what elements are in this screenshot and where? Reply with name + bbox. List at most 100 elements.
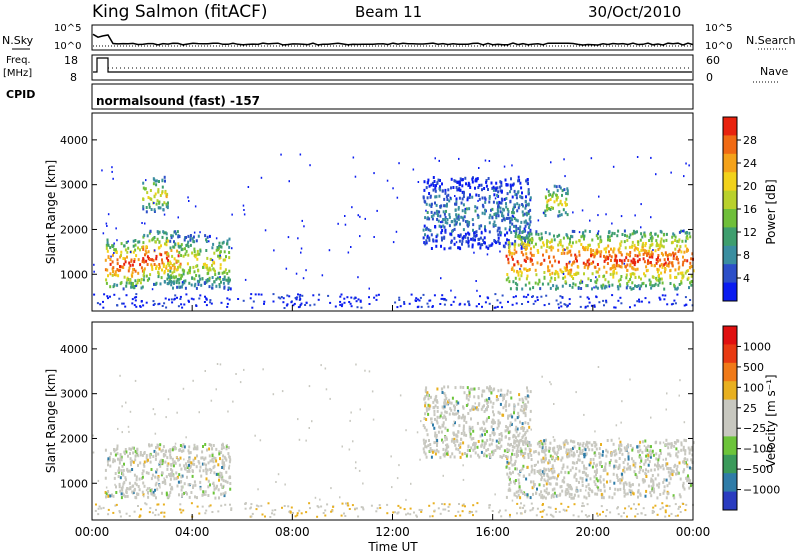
echo-cell [515, 452, 518, 456]
echo-cell [676, 244, 679, 248]
echo-cell [664, 443, 667, 447]
echo-cell [605, 250, 607, 254]
echo-cell [151, 258, 154, 262]
echo-cell [463, 418, 466, 422]
echo-cell [623, 262, 626, 265]
echo-cell [164, 179, 166, 183]
echo-cell [455, 434, 458, 438]
echo-cell [199, 294, 202, 297]
echo-cell [104, 448, 107, 452]
echo-cell [218, 285, 221, 289]
echo-cell [107, 297, 109, 300]
echo-cell [625, 252, 628, 256]
echo-cell [171, 471, 174, 475]
echo-cell [217, 463, 220, 467]
echo-cell [523, 220, 526, 224]
echo-cell [115, 273, 118, 277]
echo-cell [207, 479, 210, 483]
echo-cell [485, 245, 488, 249]
echo-cell [566, 488, 569, 492]
echo-cell [347, 251, 350, 254]
echo-cell [607, 238, 609, 242]
echo-cell [483, 389, 486, 393]
echo-cell [357, 276, 359, 279]
echo-cell [497, 410, 500, 414]
echo-cell [425, 202, 428, 206]
xtick-label: 12:00 [375, 525, 410, 539]
echo-cell [469, 408, 472, 412]
echo-cell [652, 453, 655, 457]
echo-cell [565, 509, 568, 512]
echo-cell [569, 240, 571, 244]
echo-cell [691, 453, 694, 457]
echo-cell [182, 387, 185, 390]
echo-cell [450, 303, 453, 306]
echo-cell [594, 444, 597, 448]
echo-cell [104, 476, 107, 480]
echo-cell [495, 439, 498, 443]
echo-cell [468, 389, 471, 393]
echo-cell [672, 257, 675, 260]
echo-cell [675, 275, 678, 279]
echo-cell [420, 510, 423, 513]
echo-cell [639, 448, 642, 452]
echo-cell [465, 433, 468, 437]
echo-cell [433, 426, 436, 430]
echo-cell [457, 510, 460, 513]
echo-cell [178, 458, 180, 461]
echo-cell [506, 207, 509, 211]
echo-cell [518, 485, 521, 489]
echo-cell [195, 264, 198, 268]
echo-cell [609, 486, 611, 490]
echo-cell [120, 265, 123, 269]
echo-cell [220, 451, 223, 454]
echo-cell [92, 451, 95, 454]
echo-cell [520, 405, 523, 408]
echo-cell [181, 281, 184, 284]
echo-cell [210, 399, 213, 402]
echo-cell [185, 436, 187, 439]
echo-cell [144, 502, 147, 505]
echo-cell [632, 287, 635, 290]
echo-cell [485, 179, 488, 183]
echo-cell [454, 421, 456, 425]
echo-cell [472, 514, 474, 517]
echo-cell [232, 400, 234, 403]
echo-cell [559, 243, 562, 247]
echo-cell [441, 294, 444, 297]
echo-cell [629, 483, 632, 487]
echo-cell [551, 271, 554, 275]
echo-cell [574, 253, 577, 257]
echo-cell [153, 249, 156, 252]
echo-cell [507, 431, 510, 435]
echo-cell [522, 506, 524, 509]
echo-cell [567, 505, 570, 508]
echo-cell [491, 453, 494, 457]
echo-cell [627, 457, 630, 461]
echo-cell [149, 455, 152, 459]
echo-cell [663, 485, 666, 489]
echo-cell [444, 191, 447, 195]
echo-cell [158, 252, 161, 256]
echo-cell [154, 451, 157, 455]
echo-cell [457, 401, 460, 405]
echo-cell [154, 240, 157, 244]
echo-cell [619, 481, 622, 485]
echo-cell [473, 387, 476, 391]
echo-cell [207, 461, 210, 465]
echo-cell [569, 270, 572, 274]
echo-cell [582, 234, 584, 238]
echo-cell [143, 451, 146, 454]
echo-cell [118, 511, 121, 514]
echo-cell [296, 512, 299, 515]
echo-cell [680, 441, 683, 445]
echo-cell [175, 477, 178, 481]
echo-cell [483, 187, 486, 190]
echo-cell [681, 271, 684, 275]
echo-cell [662, 245, 665, 249]
echo-cell [481, 203, 484, 207]
echo-cell [520, 452, 523, 456]
echo-cell [682, 260, 685, 264]
echo-cell [661, 502, 664, 505]
echo-cell [435, 239, 438, 243]
